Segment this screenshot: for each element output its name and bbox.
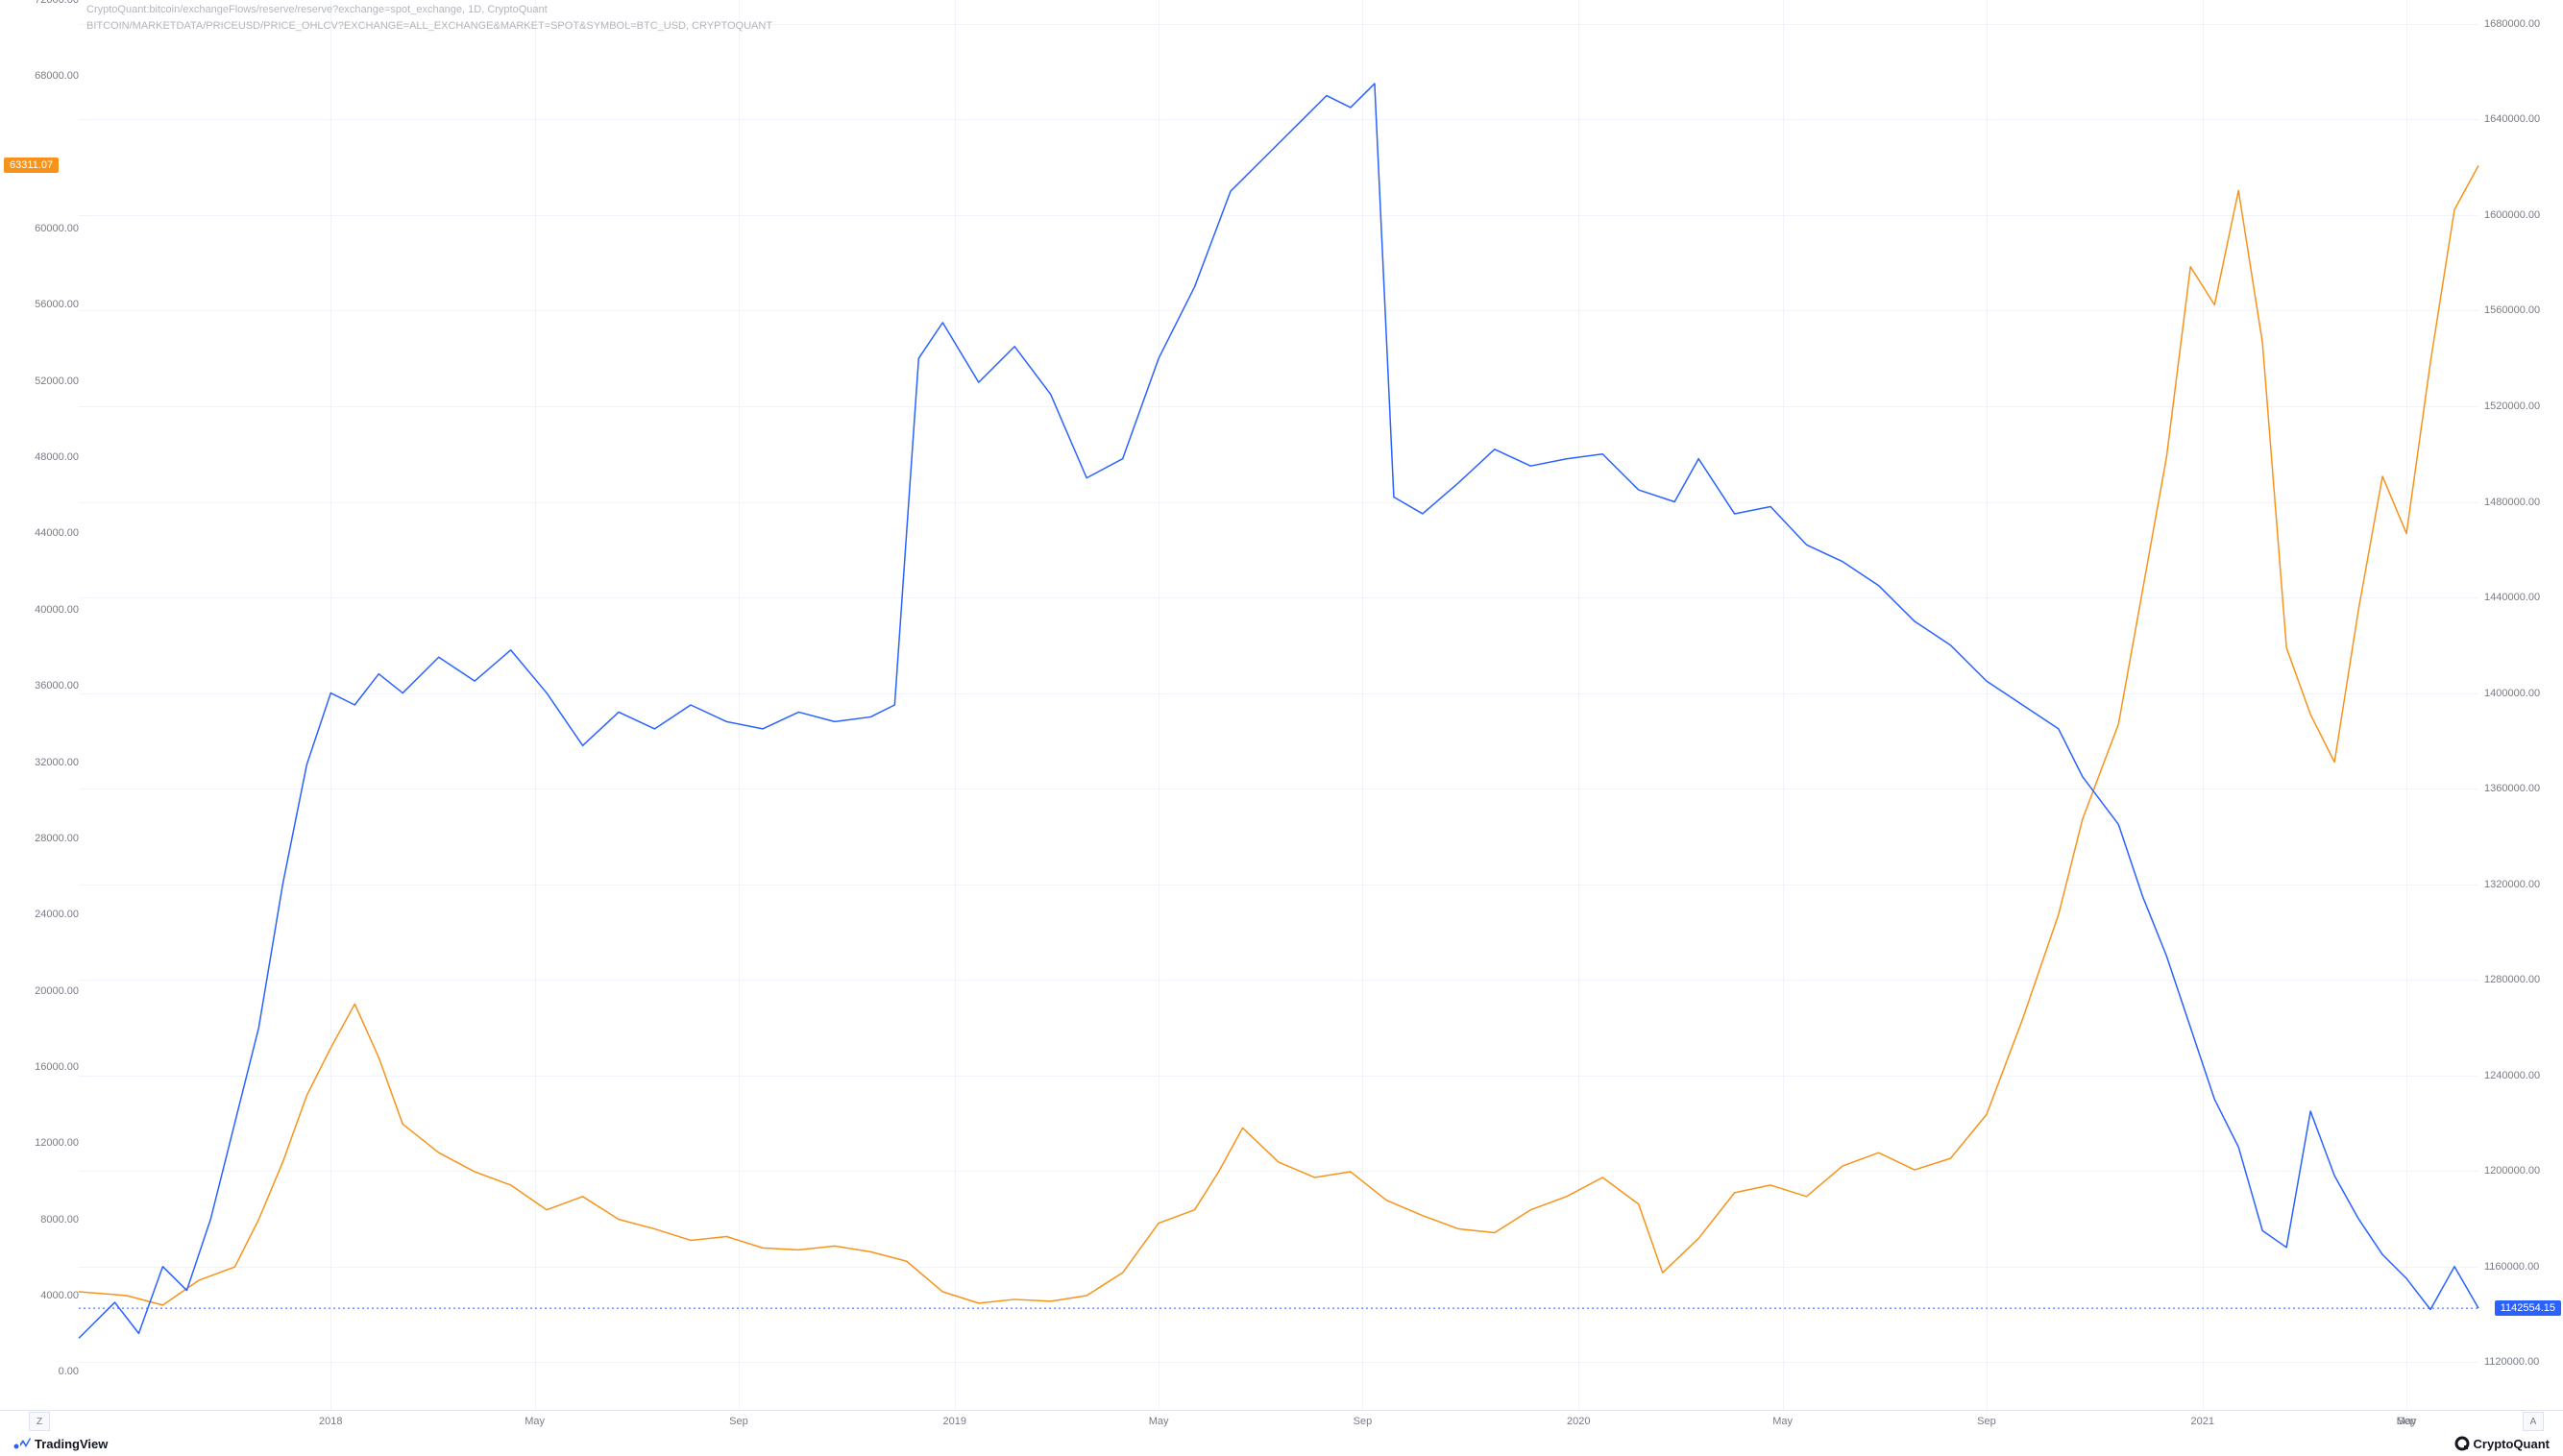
cryptoquant-attribution[interactable]: CryptoQuant [2454, 1436, 2550, 1451]
x-tick: 2019 [943, 1416, 966, 1427]
x-tick: 2021 [2190, 1416, 2213, 1427]
price-badge-right: 1142554.15 [2495, 1300, 2561, 1316]
x-tick: Sep [1354, 1416, 1373, 1427]
x-tick: 2018 [319, 1416, 342, 1427]
x-tick: May [1772, 1416, 1793, 1427]
chart-container: CryptoQuant:bitcoin/exchangeFlows/reserv… [0, 0, 2563, 1456]
price-badge-left: 63311.07 [4, 158, 59, 173]
tradingview-label: TradingView [35, 1437, 108, 1451]
x-tick: Sep [1977, 1416, 1996, 1427]
tradingview-icon [13, 1435, 31, 1452]
zoom-auto-button[interactable]: A [2523, 1412, 2544, 1431]
zoom-out-button[interactable]: Z [29, 1412, 50, 1431]
x-tick: May [1149, 1416, 1169, 1427]
x-tick: 2020 [1567, 1416, 1590, 1427]
price-badge-left-value: 63311.07 [10, 159, 53, 171]
x-tick: Sep [729, 1416, 748, 1427]
cryptoquant-label: CryptoQuant [2474, 1437, 2550, 1451]
cryptoquant-icon [2454, 1436, 2470, 1451]
tradingview-attribution[interactable]: TradingView [13, 1435, 108, 1452]
plot-area[interactable]: CryptoQuant:bitcoin/exchangeFlows/reserv… [0, 0, 2563, 1410]
x-axis[interactable]: Z A 2018MaySep2019MaySep2020MaySep2021Ma… [0, 1410, 2563, 1431]
x-tick: Sep [2397, 1416, 2416, 1427]
footer: TradingView CryptoQuant [0, 1431, 2563, 1456]
price-badge-right-value: 1142554.15 [2501, 1302, 2555, 1314]
chart-svg [0, 0, 2563, 1410]
x-tick: May [525, 1416, 545, 1427]
